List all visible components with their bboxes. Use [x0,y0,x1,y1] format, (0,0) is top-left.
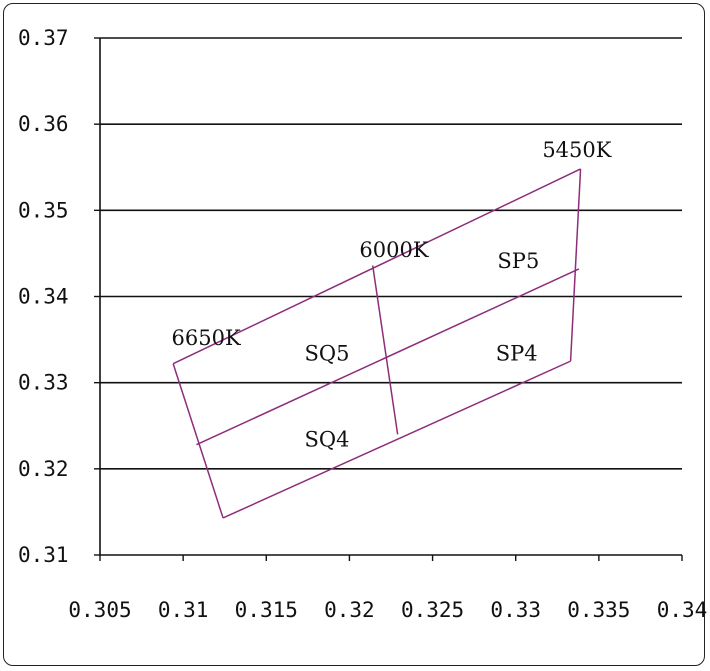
y-tick-label-6: 0.37 [18,26,69,50]
segment-right-boundary [569,168,582,362]
y-tick-label-5: 0.36 [18,112,69,136]
y-tick-labels: 0.31 0.32 0.33 0.34 0.35 0.36 0.37 [18,26,69,567]
x-tick-label-3: 0.32 [324,598,375,622]
grid-lines [100,37,682,470]
axes [94,37,683,561]
region-boundaries [172,168,582,519]
y-tick-label-3: 0.34 [18,285,69,309]
annotation-sp4: SP4 [496,341,538,365]
annotation-sq4: SQ4 [305,427,350,451]
x-tick-label-7: 0.34 [657,598,708,622]
x-tick-label-6: 0.335 [567,598,630,622]
annotation-sq5: SQ5 [305,341,350,365]
y-tick-label-0: 0.31 [18,543,69,567]
y-tick-label-4: 0.35 [18,198,69,222]
annotation-sp5: SP5 [497,249,539,273]
segment-left-boundary [172,363,224,519]
segment-center-divider [371,265,399,435]
x-tick-label-2: 0.315 [235,598,298,622]
annotation-5450k: 5450K [542,138,611,162]
annotation-6650k: 6650K [172,326,241,350]
x-tick-label-1: 0.31 [158,598,209,622]
annotation-6000k: 6000K [359,238,428,262]
x-tick-label-5: 0.33 [490,598,541,622]
segment-top-boundary [172,168,581,365]
x-tick-labels: 0.305 0.31 0.315 0.32 0.325 0.33 0.335 0.34 [68,598,707,622]
x-tick-label-0: 0.305 [68,598,131,622]
segment-bottom-boundary [222,360,571,519]
segment-middle-boundary [196,268,580,446]
region-labels: 5450K 6000K 6650K SP5 SQ5 SP4 SQ4 [172,138,612,452]
x-tick-label-4: 0.325 [401,598,464,622]
y-tick-label-2: 0.33 [18,371,69,395]
y-tick-label-1: 0.32 [18,457,69,481]
